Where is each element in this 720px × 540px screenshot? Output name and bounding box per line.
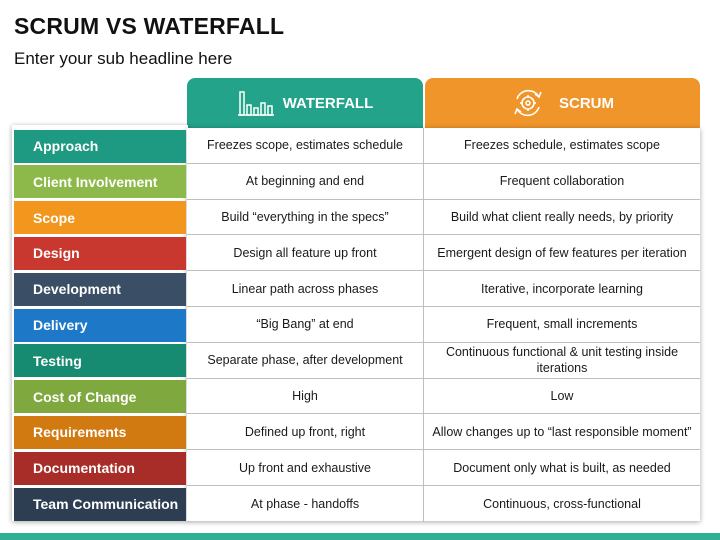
scrum-cell: Continuous functional & unit testing ins… [424, 343, 700, 379]
scrum-cell: Freezes schedule, estimates scope [424, 128, 700, 164]
row-label: Development [14, 272, 186, 306]
scrum-cell: Continuous, cross-functional [483, 496, 641, 511]
waterfall-cell: Linear path across phases [187, 271, 424, 307]
waterfall-cell: Defined up front, right [187, 414, 424, 451]
scrum-column-label: SCRUM [559, 94, 614, 112]
cycle-gear-icon [511, 86, 545, 120]
waterfall-cell: “Big Bang” at end [187, 307, 424, 343]
page-title: SCRUM VS WATERFALL [14, 13, 285, 39]
comparison-table [187, 128, 700, 521]
scrum-cell: Build what client really needs, by prior… [424, 200, 700, 236]
row-label: Requirements [14, 415, 186, 449]
waterfall-cell: Freezes scope, estimates schedule [187, 128, 424, 164]
scrum-cell: Emergent design of few features per iter… [424, 235, 700, 272]
footer-accent-bar [0, 533, 720, 540]
scrum-cell: Iterative, incorporate learning [424, 271, 700, 307]
waterfall-cell: Build “everything in the specs” [187, 199, 424, 236]
waterfall-cell: Separate phase, after development [187, 342, 424, 379]
row-label: Documentation [14, 451, 186, 485]
row-label: Approach [14, 129, 186, 163]
waterfall-cell: Up front and exhaustive [187, 450, 424, 486]
row-label: Scope [14, 201, 186, 235]
page-subtitle: Enter your sub headline here [14, 49, 233, 68]
waterfall-column-header: WATERFALL [187, 78, 423, 128]
row-label: Testing [14, 344, 186, 378]
row-label: Team Communication [14, 487, 186, 521]
waterfall-column-label: WATERFALL [282, 94, 374, 112]
bar-chart-icon [237, 89, 275, 117]
scrum-cell: Document only what is built, as needed [424, 450, 700, 486]
row-label: Client Involvement [14, 165, 186, 199]
scrum-cell: Frequent, small increments [424, 307, 700, 343]
waterfall-cell: High [187, 378, 424, 415]
row-label: Cost of Change [14, 380, 186, 414]
waterfall-cell: Design all feature up front [187, 235, 424, 272]
waterfall-cell: At beginning and end [187, 163, 424, 200]
scrum-cell: Allow changes up to “last responsible mo… [424, 414, 700, 451]
scrum-column-header: SCRUM [425, 78, 700, 128]
scrum-cell: Low [424, 379, 700, 415]
row-label: Design [14, 236, 186, 270]
waterfall-cell: At phase - handoffs [187, 486, 424, 522]
scrum-cell: Frequent collaboration [424, 164, 700, 200]
row-label: Delivery [14, 308, 186, 342]
